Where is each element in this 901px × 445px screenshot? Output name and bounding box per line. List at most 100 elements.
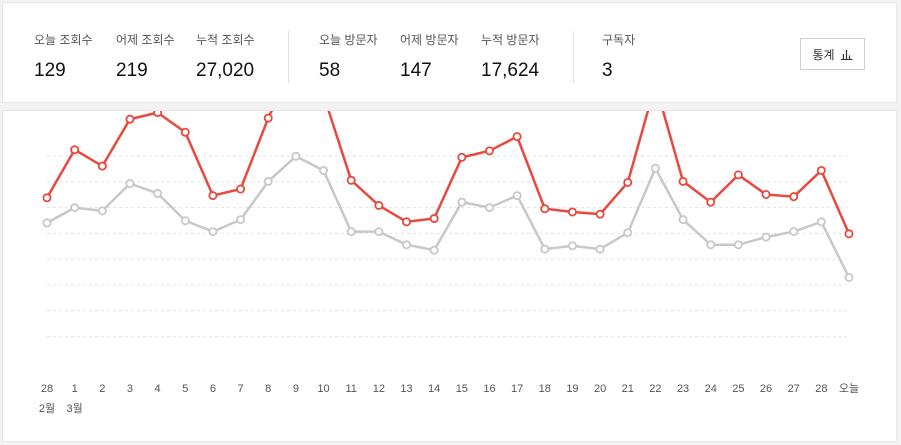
x-tick-label: 3 (127, 383, 133, 395)
visitors-data-point[interactable] (761, 232, 771, 242)
x-tick-label: 27 (788, 383, 800, 395)
visitors-data-point[interactable] (429, 245, 439, 255)
views-data-point[interactable] (484, 146, 494, 156)
views-data-point[interactable] (153, 111, 163, 118)
stat-today-views: 오늘 조회수 129 (34, 31, 93, 82)
views-data-point[interactable] (97, 161, 107, 171)
visitors-data-point[interactable] (540, 244, 550, 254)
visitors-data-point[interactable] (567, 241, 577, 251)
views-data-point[interactable] (180, 127, 190, 137)
x-tick-label: 11 (345, 383, 356, 395)
x-tick-label: 26 (760, 383, 772, 395)
stat-value: 129 (34, 60, 66, 81)
views-data-point[interactable] (595, 209, 605, 219)
stat-total-visitors: 누적 방문자 17,624 (481, 31, 540, 82)
stat-label: 어제 조회수 (116, 33, 175, 47)
x-month-label: 3월 (67, 402, 83, 415)
stat-label: 오늘 조회수 (34, 33, 93, 47)
stat-value: 3 (602, 60, 613, 81)
visitors-data-point[interactable] (706, 240, 716, 250)
x-tick-label: 20 (594, 383, 606, 395)
stat-value: 219 (116, 60, 148, 81)
views-data-point[interactable] (346, 175, 356, 185)
x-tick-label: 7 (238, 383, 244, 395)
x-tick-label: 5 (182, 383, 188, 395)
views-data-point[interactable] (761, 190, 771, 200)
visitors-data-point[interactable] (457, 197, 467, 207)
visitors-data-point[interactable] (733, 240, 743, 250)
bar-chart-icon (840, 50, 853, 60)
visitors-data-point[interactable] (374, 227, 384, 237)
views-data-point[interactable] (789, 192, 799, 202)
visitors-data-point[interactable] (42, 218, 52, 228)
views-data-point[interactable] (512, 132, 522, 142)
stat-total-views: 누적 조회수 27,020 (196, 31, 255, 82)
x-tick-label: 8 (265, 383, 271, 395)
visitors-data-point[interactable] (595, 244, 605, 254)
x-tick-label: 14 (428, 383, 440, 395)
views-data-point[interactable] (623, 177, 633, 187)
visitors-data-point[interactable] (180, 216, 190, 226)
x-tick-label: 28 (815, 383, 827, 395)
views-data-point[interactable] (678, 176, 688, 186)
views-data-point[interactable] (263, 113, 273, 123)
views-data-point[interactable] (125, 114, 135, 124)
views-data-point[interactable] (42, 193, 52, 203)
views-data-point[interactable] (70, 145, 80, 155)
stat-value: 147 (400, 60, 432, 81)
views-data-point[interactable] (706, 197, 716, 207)
visitors-data-point[interactable] (236, 215, 246, 225)
visitors-data-point[interactable] (512, 191, 522, 201)
x-tick-label: 6 (210, 383, 216, 395)
visitors-data-point[interactable] (844, 272, 854, 282)
visitors-data-point[interactable] (402, 240, 412, 250)
x-tick-label: 23 (677, 383, 689, 395)
x-tick-label: 17 (511, 383, 523, 395)
visitors-data-point[interactable] (97, 206, 107, 216)
x-tick-label: 18 (539, 383, 551, 395)
visitors-data-point[interactable] (346, 227, 356, 237)
stat-yesterday-views: 어제 조회수 219 (116, 31, 175, 82)
views-data-point[interactable] (402, 217, 412, 227)
visitors-data-point[interactable] (650, 163, 660, 173)
x-tick-label: 12 (373, 383, 385, 395)
stat-label: 어제 방문자 (400, 33, 459, 47)
visitors-data-point[interactable] (208, 227, 218, 237)
x-tick-label: 15 (456, 383, 468, 395)
statistics-button-label: 통계 (812, 47, 835, 62)
visitors-data-point[interactable] (125, 179, 135, 189)
views-data-point[interactable] (733, 170, 743, 180)
views-data-point[interactable] (208, 191, 218, 201)
visitors-data-point[interactable] (484, 203, 494, 213)
views-data-point[interactable] (567, 207, 577, 217)
visitors-data-point[interactable] (291, 151, 301, 161)
views-data-point[interactable] (540, 204, 550, 214)
views-data-point[interactable] (457, 152, 467, 162)
statistics-button[interactable]: 통계 (800, 38, 865, 70)
stat-today-visitors: 오늘 방문자 58 (319, 31, 378, 82)
visitors-data-point[interactable] (263, 176, 273, 186)
views-data-point[interactable] (816, 165, 826, 175)
x-tick-label: 22 (649, 383, 661, 395)
stat-label: 오늘 방문자 (319, 33, 378, 47)
visitors-data-point[interactable] (153, 188, 163, 198)
visitors-data-point[interactable] (319, 165, 329, 175)
stat-value: 27,020 (196, 60, 255, 81)
views-data-point[interactable] (844, 229, 854, 239)
views-data-point[interactable] (374, 200, 384, 210)
views-series-line (45, 111, 851, 235)
stats-divider (573, 31, 574, 83)
traffic-chart-card: 28 1 2 3 4 5 6 7 8 9 10 11 12 13 14 15 16 17 18 19 20 21 22 23 2… (2, 110, 897, 442)
stat-value: 17,624 (481, 60, 540, 81)
views-data-point[interactable] (236, 184, 246, 194)
visitors-data-point[interactable] (623, 228, 633, 238)
visitors-data-point[interactable] (678, 215, 688, 225)
x-tick-label: 오늘 (839, 382, 859, 395)
visitors-data-point[interactable] (816, 217, 826, 227)
visitors-series-line (46, 155, 851, 279)
visitors-data-point[interactable] (70, 203, 80, 213)
views-data-point[interactable] (429, 214, 439, 224)
x-tick-label: 19 (566, 383, 578, 395)
stat-label: 누적 방문자 (481, 33, 540, 47)
visitors-data-point[interactable] (789, 227, 799, 237)
